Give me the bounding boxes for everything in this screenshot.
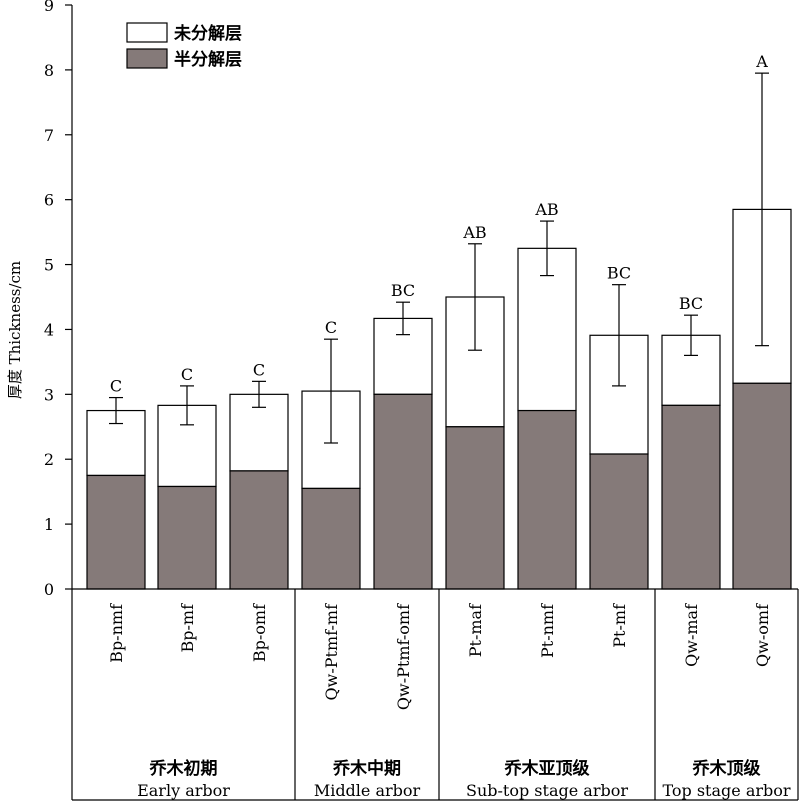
category-label-Pt-mf: Pt-mf bbox=[610, 603, 629, 648]
category-label-Bp-mf: Bp-mf bbox=[178, 603, 197, 653]
y-tick-label-6: 6 bbox=[44, 191, 54, 210]
bar-semidecomposed-Qw-Ptmf-omf bbox=[373, 393, 433, 590]
category-label-Bp-omf: Bp-omf bbox=[250, 603, 269, 662]
legend-swatch-1 bbox=[126, 22, 168, 43]
legend-swatch-2 bbox=[126, 48, 168, 69]
significance-label-Bp-nmf: C bbox=[110, 377, 122, 396]
group-label-zh-1: 乔木初期 bbox=[149, 758, 218, 779]
bar-semidecomposed-Qw-Ptmf-mf bbox=[301, 487, 361, 590]
significance-label-Qw-maf: BC bbox=[679, 294, 703, 313]
bar-semidecomposed-Pt-nmf bbox=[517, 409, 577, 590]
significance-label-Bp-mf: C bbox=[181, 365, 193, 384]
y-tick-label-2: 2 bbox=[44, 450, 54, 469]
bar-semidecomposed-Qw-omf bbox=[732, 382, 792, 590]
y-tick-label-8: 8 bbox=[44, 61, 54, 80]
y-tick-label-9: 9 bbox=[44, 0, 54, 15]
significance-label-Qw-Ptmf-omf: BC bbox=[391, 281, 415, 300]
category-label-Pt-nmf: Pt-nmf bbox=[538, 603, 557, 658]
y-tick-label-1: 1 bbox=[44, 515, 54, 534]
group-label-en-2: Middle arbor bbox=[314, 781, 421, 800]
y-tick-label-5: 5 bbox=[44, 256, 54, 275]
category-layer: Bp-nmf Bp-mf Bp-omf Qw-Ptmf-mf Qw-Ptmf-omf Pt… bbox=[107, 603, 791, 800]
legend-label-2: 半分解层 bbox=[174, 49, 242, 70]
significance-label-Pt-maf: AB bbox=[462, 223, 486, 242]
bar-semidecomposed-Bp-omf bbox=[229, 470, 289, 590]
y-axis-label: 厚度 Thickness/cm bbox=[6, 261, 24, 399]
category-label-Qw-maf: Qw-maf bbox=[682, 603, 701, 667]
bar-semidecomposed-Bp-mf bbox=[157, 485, 217, 590]
significance-label-Qw-omf: A bbox=[755, 52, 768, 71]
y-tick-label-4: 4 bbox=[44, 320, 54, 339]
significance-label-Qw-Ptmf-mf: C bbox=[325, 318, 337, 337]
axes-layer: 0 1 2 3 4 5 6 7 8 9 bbox=[44, 0, 799, 801]
y-tick-label-7: 7 bbox=[44, 126, 54, 145]
y-tick-label-0: 0 bbox=[44, 580, 54, 599]
significance-label-Pt-nmf: AB bbox=[534, 200, 558, 219]
group-label-en-1: Early arbor bbox=[137, 781, 230, 800]
group-label-zh-3: 乔木亚顶级 bbox=[504, 758, 590, 779]
significance-label-Bp-omf: C bbox=[253, 360, 265, 379]
group-label-en-4: Top stage arbor bbox=[662, 781, 790, 800]
legend-label-1: 未分解层 bbox=[173, 23, 242, 44]
bars-layer: C C C C BC AB AB BC BC A bbox=[86, 52, 792, 590]
category-label-Qw-Ptmf-omf: Qw-Ptmf-omf bbox=[394, 603, 413, 710]
bar-semidecomposed-Pt-mf bbox=[589, 453, 649, 590]
category-label-Qw-Ptmf-mf: Qw-Ptmf-mf bbox=[322, 603, 341, 701]
group-label-zh-4: 乔木顶级 bbox=[692, 758, 761, 779]
category-label-Pt-maf: Pt-maf bbox=[466, 603, 485, 657]
category-label-Bp-nmf: Bp-nmf bbox=[107, 603, 126, 663]
bar-semidecomposed-Qw-maf bbox=[661, 404, 721, 590]
bar-semidecomposed-Bp-nmf bbox=[86, 474, 146, 590]
group-label-zh-2: 乔木中期 bbox=[332, 758, 401, 779]
bar-semidecomposed-Pt-maf bbox=[445, 426, 505, 590]
category-label-Qw-omf: Qw-omf bbox=[753, 603, 772, 667]
y-tick-label-3: 3 bbox=[44, 385, 54, 404]
significance-label-Pt-mf: BC bbox=[607, 264, 631, 283]
group-label-en-3: Sub-top stage arbor bbox=[466, 781, 628, 800]
